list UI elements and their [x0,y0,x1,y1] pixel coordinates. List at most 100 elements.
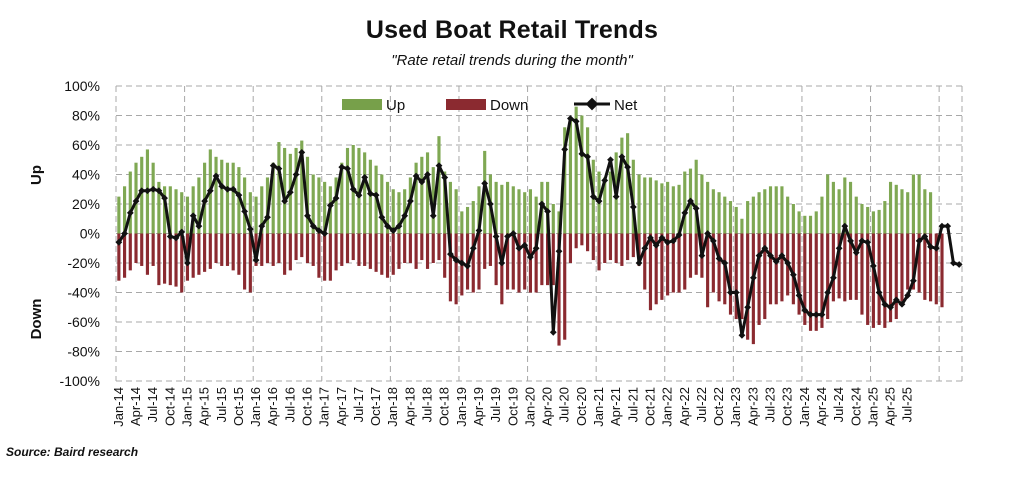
down-bar [848,233,853,300]
net-point [527,253,534,261]
up-bar [494,181,498,234]
source-note: Source: Baird research [6,445,139,459]
up-bar [694,159,698,234]
up-bar [711,189,715,234]
net-point [589,193,597,201]
down-bar [768,233,773,305]
up-bar [848,181,853,234]
up-bar [477,186,481,234]
down-bar [448,233,452,302]
up-bar [431,167,435,234]
up-bar [397,192,401,234]
x-tick-layer: Jan-14 Apr-14 Jul-14 Oct-14 Jan-15 Apr-15 Jul-… [111,387,915,427]
up-bar [551,204,555,234]
down-bar [363,233,367,266]
down-bar [608,233,613,261]
up-bar [414,162,418,234]
x-tick-label: Jul-14 [145,387,160,422]
legend: Up Down Net [342,97,638,114]
net-point [750,274,757,282]
down-bar [305,233,310,263]
x-tick-label: Oct-19 [505,387,520,426]
down-bar [408,233,412,263]
down-bar [694,233,698,275]
x-tick-label: Apr-14 [128,387,143,426]
up-bar [911,174,915,234]
down-bar [808,233,813,331]
down-bar [243,233,247,290]
up-bar [671,186,675,234]
up-bar [300,140,304,234]
down-bar [357,233,361,266]
x-tick-label: Oct-14 [162,387,177,426]
down-bar [500,233,504,305]
down-bar [826,233,830,320]
down-bar [248,233,252,293]
x-tick-label: Jan-25 [865,387,880,427]
down-bar [488,233,492,266]
down-bar [351,233,355,261]
up-bar [763,189,767,234]
down-bar [660,233,664,300]
net-point [538,200,546,208]
up-bar [883,201,887,234]
x-tick-label: Apr-17 [334,387,349,426]
down-bar [911,233,915,290]
up-bar [580,115,584,234]
down-bar [203,233,207,272]
x-tick-label: Oct-15 [231,387,246,426]
net-point [138,187,146,195]
down-bar [906,233,910,290]
down-bar [425,233,430,269]
net-point [155,187,163,195]
x-tick-label: Apr-15 [197,387,212,426]
net-point [818,311,826,318]
up-bar [385,181,390,234]
up-bar [923,189,927,234]
net-point [161,194,168,202]
legend-label-down: Down [490,97,528,114]
down-bar [385,233,390,278]
up-bar [500,184,504,234]
down-bar [220,233,224,266]
x-tick-label: Jan-18 [385,387,400,427]
down-bar [797,233,801,315]
down-bar [443,233,447,278]
down-bar [928,233,933,302]
down-bar [791,233,795,305]
net-point [246,225,254,233]
down-bar [751,233,755,345]
net-point [629,203,637,211]
up-bar [471,201,475,234]
up-bar [363,152,367,234]
up-bar [403,189,407,234]
net-point [515,244,523,252]
up-bar [191,186,195,234]
net-point [950,259,957,267]
net-point [675,231,683,239]
net-point [801,306,809,314]
up-bar [900,189,904,234]
net-point [441,174,449,181]
net-point [212,172,220,180]
net-point [561,146,569,153]
down-bar [300,233,304,258]
x-tick-label: Apr-22 [677,387,692,426]
net-point [264,213,271,221]
down-bar [265,233,270,263]
down-bar [677,233,681,293]
x-tick-label: Jan-23 [728,387,743,427]
net-point [344,165,351,172]
down-bar [517,233,521,293]
net-point [115,238,123,246]
down-bar [151,233,155,266]
down-bar [123,233,127,278]
x-tick-label: Apr-20 [540,387,555,426]
up-bar [734,206,738,234]
net-point [509,230,517,237]
y-axis-label-down: Down [28,299,45,340]
net-point [372,191,380,199]
down-bars [117,233,944,346]
up-bar [768,186,773,234]
up-bar [517,189,521,234]
